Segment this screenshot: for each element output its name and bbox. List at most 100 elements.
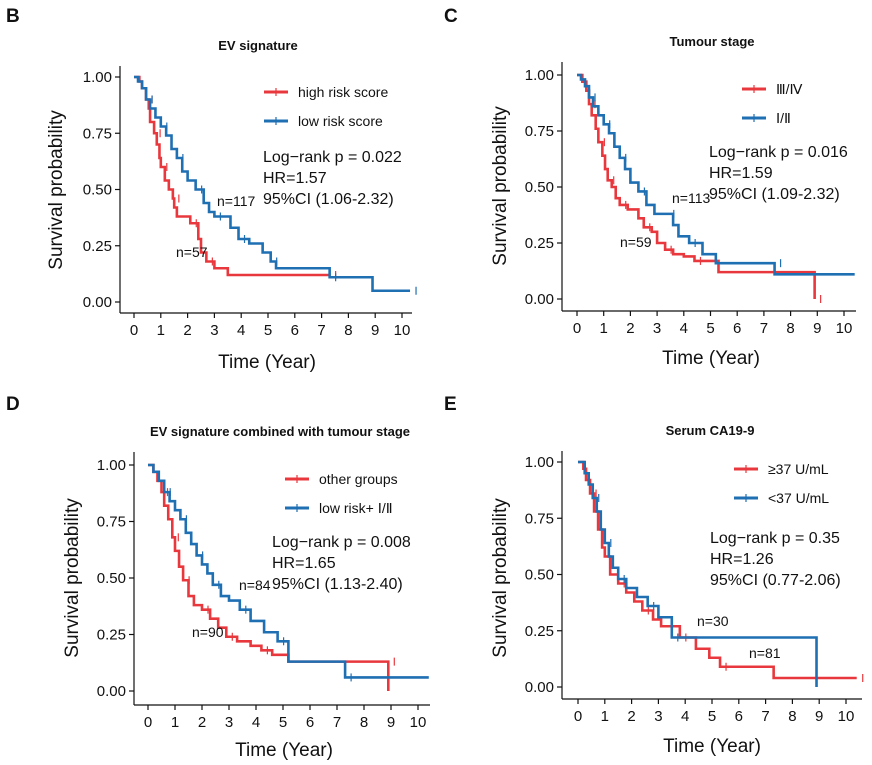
legend-label: low risk score: [298, 113, 383, 129]
y-tick-label: 0.50: [97, 570, 126, 587]
x-axis-title: Time (Year): [662, 348, 760, 369]
n-label: n=57: [176, 244, 208, 260]
x-tick-label: 8: [360, 714, 368, 731]
y-axis-title: Survival probability: [62, 498, 83, 658]
x-tick-label: 2: [626, 320, 634, 337]
x-tick-label: 2: [198, 714, 206, 731]
y-tick-label: 1.00: [525, 67, 554, 84]
panel-c: C Tumour stage 0.00 0.25 0.50 0.75 1.00 0 1 2 3 4 5 6…: [444, 6, 856, 369]
x-tick-label: 3: [653, 320, 661, 337]
x-tick-label: 4: [680, 320, 688, 337]
x-tick-label: 4: [681, 708, 689, 725]
stat-line: Log−rank p = 0.016: [709, 144, 848, 161]
x-tick-label: 10: [838, 708, 855, 725]
x-tick-label: 0: [573, 320, 581, 337]
y-axis-title: Survival probability: [490, 106, 511, 266]
stat-line: Log−rank p = 0.35: [710, 530, 840, 547]
y-tick-label: 1.00: [83, 69, 112, 86]
y-tick-label: 0.75: [97, 514, 126, 531]
y-tick-label: 0.25: [97, 627, 126, 644]
panel-e: E Serum CA19-9 0.00 0.25 0.50 0.75 1.00 0 1 2 3 4 5 6…: [444, 394, 864, 757]
legend-label: Ⅲ/Ⅳ: [776, 81, 803, 97]
y-tick-label: 1.00: [97, 457, 126, 474]
x-tick-label: 9: [371, 322, 379, 339]
n-label: n=90: [192, 624, 224, 640]
x-tick-label: 7: [761, 708, 769, 725]
x-axis-title: Time (Year): [218, 352, 316, 373]
stat-line: 95%CI (1.09-2.32): [709, 186, 840, 203]
stat-line: Log−rank p = 0.008: [272, 534, 411, 551]
x-tick-label: 8: [788, 708, 796, 725]
legend-label: Ⅰ/Ⅱ: [776, 110, 791, 126]
stat-line: 95%CI (1.13-2.40): [272, 576, 403, 593]
legend-label: <37 U/mL: [768, 490, 829, 506]
x-tick-label: 0: [144, 714, 152, 731]
km-curve-series-0: [577, 73, 816, 299]
x-tick-label: 9: [815, 708, 823, 725]
x-tick-label: 2: [627, 708, 635, 725]
chart-title: EV signature: [218, 38, 297, 53]
legend-label: low risk+ Ⅰ/Ⅱ: [319, 500, 393, 516]
panel-b: B EV signature 0.00 0.25 0.50 0.75 1.00 0 1 2 3 4 5 6…: [6, 6, 417, 373]
x-tick-label: 6: [733, 320, 741, 337]
y-tick-label: 0.00: [525, 679, 554, 696]
panel-letter: B: [6, 6, 20, 27]
y-axis-title: Survival probability: [46, 110, 67, 270]
km-curve-series-1: [577, 73, 855, 276]
x-tick-label: 1: [600, 320, 608, 337]
x-tick-label: 7: [760, 320, 768, 337]
y-tick-label: 0.75: [83, 125, 112, 142]
chart-title: Serum CA19-9: [666, 423, 755, 438]
x-tick-label: 9: [813, 320, 821, 337]
y-tick-label: 0.50: [525, 567, 554, 584]
stat-line: HR=1.59: [709, 165, 773, 182]
y-tick-label: 0.50: [525, 179, 554, 196]
x-tick-label: 5: [264, 322, 272, 339]
x-tick-label: 3: [225, 714, 233, 731]
y-tick-label: 0.25: [525, 235, 554, 252]
y-tick-label: 0.75: [525, 123, 554, 140]
x-tick-label: 8: [344, 322, 352, 339]
y-tick-label: 0.50: [83, 182, 112, 199]
chart-title: EV signature combined with tumour stage: [150, 424, 410, 439]
km-curve-series-1: [134, 75, 411, 293]
legend-label: high risk score: [298, 84, 388, 100]
x-tick-label: 4: [252, 714, 260, 731]
y-tick-label: 0.25: [525, 623, 554, 640]
x-tick-label: 5: [279, 714, 287, 731]
stat-line: HR=1.26: [710, 551, 774, 568]
x-tick-label: 8: [786, 320, 794, 337]
x-axis-title: Time (Year): [663, 736, 761, 757]
panel-letter: E: [444, 394, 457, 415]
n-label: n=30: [697, 613, 729, 629]
y-tick-label: 0.75: [525, 510, 554, 527]
panel-letter: C: [444, 6, 458, 27]
panel-d: D EV signature combined with tumour stage…: [6, 394, 430, 761]
x-tick-label: 1: [601, 708, 609, 725]
x-tick-label: 6: [291, 322, 299, 339]
x-tick-label: 6: [735, 708, 743, 725]
x-tick-label: 10: [410, 714, 427, 731]
y-tick-label: 1.00: [525, 454, 554, 471]
km-curve-series-1: [148, 463, 429, 679]
x-tick-label: 3: [210, 322, 218, 339]
x-tick-label: 1: [171, 714, 179, 731]
n-label: n=81: [749, 645, 781, 661]
stat-line: Log−rank p = 0.022: [263, 149, 402, 166]
x-tick-label: 10: [394, 322, 411, 339]
n-label: n=84: [239, 577, 271, 593]
x-tick-label: 10: [836, 320, 853, 337]
x-tick-label: 1: [157, 322, 165, 339]
x-tick-label: 6: [306, 714, 314, 731]
n-label: n=117: [217, 193, 255, 209]
legend-label: other groups: [319, 471, 398, 487]
stat-line: 95%CI (1.06-2.32): [263, 191, 394, 208]
stat-line: HR=1.65: [272, 555, 336, 572]
x-tick-label: 7: [317, 322, 325, 339]
y-tick-label: 0.00: [83, 294, 112, 311]
stat-line: HR=1.57: [263, 170, 327, 187]
x-tick-label: 0: [130, 322, 138, 339]
panel-letter: D: [6, 394, 20, 415]
x-tick-label: 2: [183, 322, 191, 339]
